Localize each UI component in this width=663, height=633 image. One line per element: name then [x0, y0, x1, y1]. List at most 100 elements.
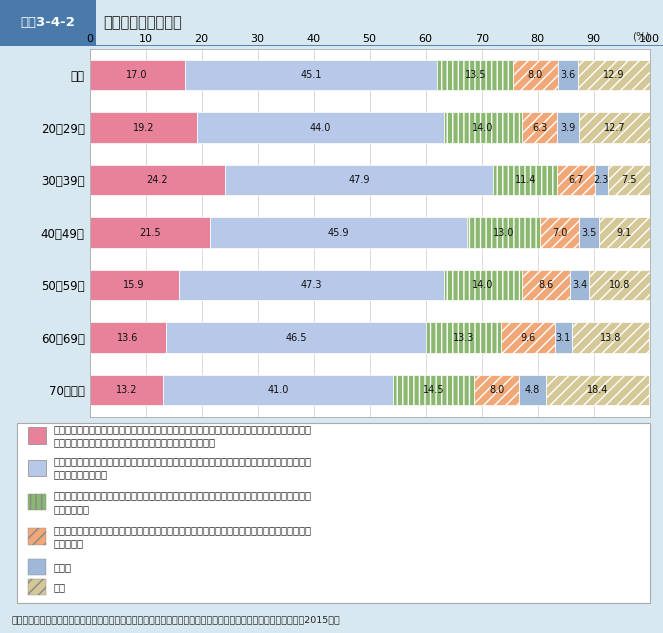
Bar: [438, 60, 513, 91]
Bar: [28, 460, 46, 476]
Text: 図表3-4-2: 図表3-4-2: [21, 16, 75, 29]
Bar: [185, 60, 438, 91]
Text: 資料：厚生労働省政策統括官付政策評価官室「社会保障における公的・私的サービスに関する意識調査報告書」（2015年）: 資料：厚生労働省政策統括官付政策評価官室「社会保障における公的・私的サービスに関…: [12, 615, 341, 624]
Text: 不詳: 不詳: [53, 582, 65, 592]
Bar: [90, 270, 178, 301]
Text: 18.4: 18.4: [587, 385, 609, 395]
Bar: [579, 217, 599, 248]
Text: 12.7: 12.7: [604, 123, 625, 132]
Text: 3.1: 3.1: [556, 333, 571, 342]
Text: 24.2: 24.2: [147, 175, 168, 185]
Text: 45.9: 45.9: [328, 228, 349, 237]
Text: 少子化対策の在り方: 少子化対策の在り方: [103, 15, 182, 30]
Bar: [197, 112, 444, 143]
Bar: [579, 112, 650, 143]
Text: 7.0: 7.0: [552, 228, 568, 237]
Text: 8.0: 8.0: [528, 70, 543, 80]
Bar: [546, 375, 649, 406]
Text: 14.5: 14.5: [423, 385, 444, 395]
Text: 税や社会保険料の負担を考慮しながら、現行の少子化対策（子ども・子育て支援）をより充実さ
せていくべきである: 税や社会保険料の負担を考慮しながら、現行の少子化対策（子ども・子育て支援）をより…: [53, 456, 312, 480]
Bar: [90, 112, 197, 143]
Text: 46.5: 46.5: [285, 333, 307, 342]
Text: 2.3: 2.3: [593, 175, 609, 185]
Bar: [540, 217, 579, 248]
Bar: [475, 375, 519, 406]
Text: 21.5: 21.5: [139, 228, 160, 237]
Text: 9.6: 9.6: [520, 333, 535, 342]
Bar: [28, 427, 46, 444]
Bar: [225, 165, 493, 196]
Text: 17.0: 17.0: [127, 70, 148, 80]
Text: 45.1: 45.1: [300, 70, 322, 80]
Text: 14.0: 14.0: [472, 280, 493, 290]
Text: 13.2: 13.2: [116, 385, 137, 395]
Text: 3.5: 3.5: [581, 228, 597, 237]
Text: 15.9: 15.9: [123, 280, 145, 290]
Bar: [501, 322, 554, 353]
Text: 47.9: 47.9: [349, 175, 370, 185]
Bar: [28, 494, 46, 510]
Bar: [554, 322, 572, 353]
Text: 11.4: 11.4: [514, 175, 536, 185]
Bar: [570, 270, 589, 301]
Bar: [467, 217, 540, 248]
Text: 19.2: 19.2: [133, 123, 154, 132]
Text: 4.8: 4.8: [525, 385, 540, 395]
Text: その他: その他: [53, 562, 72, 572]
Bar: [558, 112, 579, 143]
Bar: [210, 217, 467, 248]
Bar: [578, 60, 650, 91]
Bar: [444, 270, 522, 301]
Bar: [393, 375, 475, 406]
Bar: [595, 165, 608, 196]
Bar: [558, 60, 578, 91]
Text: 41.0: 41.0: [268, 385, 289, 395]
Text: 8.0: 8.0: [489, 385, 505, 395]
Text: 少子化対策（子ども・子育て支援）は社会全体で行うべきものであり、育児に関わらない人の税
や社会保険料の負担が増えても、大幅に拡充するべきである: 少子化対策（子ども・子育て支援）は社会全体で行うべきものであり、育児に関わらない…: [53, 424, 312, 447]
Text: 12.9: 12.9: [603, 70, 625, 80]
Bar: [608, 165, 650, 196]
Text: 14.0: 14.0: [472, 123, 493, 132]
Text: 13.0: 13.0: [493, 228, 514, 237]
Bar: [0, 0, 96, 46]
Bar: [166, 322, 426, 353]
Bar: [589, 270, 650, 301]
Text: 3.6: 3.6: [560, 70, 575, 80]
Bar: [28, 579, 46, 595]
Bar: [426, 322, 501, 353]
Bar: [90, 217, 210, 248]
Bar: [444, 112, 522, 143]
Bar: [90, 375, 164, 406]
Bar: [519, 375, 546, 406]
Text: 47.3: 47.3: [300, 280, 322, 290]
Bar: [513, 60, 558, 91]
Bar: [522, 270, 570, 301]
Bar: [90, 60, 185, 91]
Bar: [28, 559, 46, 575]
Text: 現行の公的な少子化対策（子ども・子育て支援）は十分に充実しているので、現行の対策を維持
すべきである: 現行の公的な少子化対策（子ども・子育て支援）は十分に充実しているので、現行の対策…: [53, 491, 312, 514]
Bar: [90, 322, 166, 353]
Bar: [493, 165, 558, 196]
Text: 3.9: 3.9: [561, 123, 576, 132]
Text: 13.3: 13.3: [453, 333, 474, 342]
Text: 6.7: 6.7: [568, 175, 583, 185]
Text: (%): (%): [632, 32, 650, 41]
Text: 3.4: 3.4: [572, 280, 587, 290]
Text: 44.0: 44.0: [310, 123, 331, 132]
Bar: [164, 375, 393, 406]
Bar: [90, 165, 225, 196]
Text: 13.5: 13.5: [465, 70, 486, 80]
Bar: [558, 165, 595, 196]
Text: 6.3: 6.3: [532, 123, 547, 132]
Bar: [572, 322, 649, 353]
Text: 7.5: 7.5: [621, 175, 636, 185]
Text: 13.6: 13.6: [117, 333, 139, 342]
Bar: [522, 112, 558, 143]
Bar: [28, 529, 46, 544]
Bar: [178, 270, 444, 301]
Text: 10.8: 10.8: [609, 280, 630, 290]
Text: 8.6: 8.6: [538, 280, 554, 290]
Text: 子育ては個々人が行うものであり、少子化対策（子ども・子育て支援）を公的な社会保障で行う
必要はない: 子育ては個々人が行うものであり、少子化対策（子ども・子育て支援）を公的な社会保障…: [53, 525, 312, 548]
Text: 9.1: 9.1: [617, 228, 632, 237]
Bar: [599, 217, 650, 248]
